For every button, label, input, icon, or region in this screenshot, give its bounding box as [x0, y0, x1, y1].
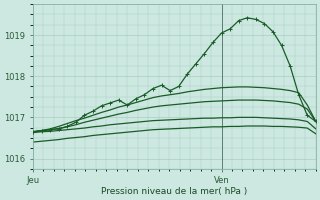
X-axis label: Pression niveau de la mer( hPa ): Pression niveau de la mer( hPa ) — [101, 187, 247, 196]
